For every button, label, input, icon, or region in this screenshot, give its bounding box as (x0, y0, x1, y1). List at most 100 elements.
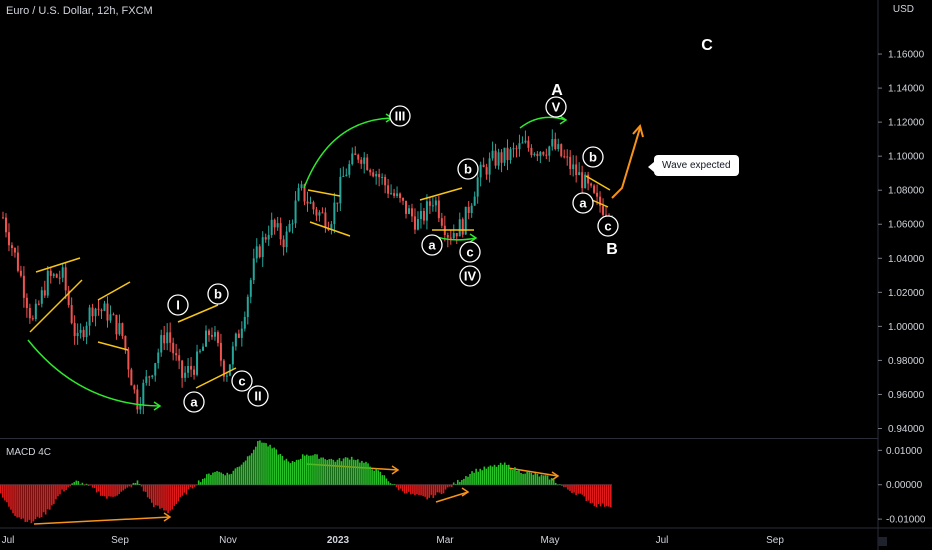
macd-bar (503, 462, 506, 485)
macd-bar (430, 484, 433, 495)
macd-bar (87, 484, 90, 486)
price-tick-label: 0.98000 (888, 356, 925, 367)
candle-body (470, 205, 473, 214)
macd-bar (199, 482, 202, 485)
settings-square-icon[interactable] (878, 537, 887, 546)
macd-bar (59, 484, 61, 495)
macd-bar (336, 459, 339, 485)
wave-label-text: I (176, 298, 180, 313)
macd-bar (108, 484, 110, 497)
macd-bar (167, 484, 169, 514)
macd-bar (301, 454, 304, 485)
candle-body (184, 372, 187, 378)
candle-body (300, 184, 303, 189)
candle-body (473, 196, 476, 206)
macd-bar (505, 464, 508, 485)
candle-body (210, 335, 213, 337)
macd-bar (316, 454, 318, 485)
wave-label-circle (167, 294, 189, 316)
candle-body (267, 235, 270, 240)
macd-bar (544, 475, 547, 485)
expected-wave-arrow (611, 127, 641, 199)
macd-bar (130, 484, 133, 488)
price-candles (2, 129, 613, 415)
macd-bar (320, 457, 322, 485)
candle-body (396, 193, 399, 196)
macd-bar (326, 460, 329, 485)
macd-bar (536, 474, 539, 485)
candle-body (330, 224, 333, 231)
candle-body (455, 233, 458, 237)
macd-bar (601, 484, 604, 504)
macd-bar (144, 484, 147, 492)
candle-body (419, 210, 422, 220)
macd-bar (461, 480, 463, 485)
candle-body (97, 308, 100, 310)
candle-body (169, 332, 172, 343)
macd-bar (520, 472, 522, 485)
macd-bar (32, 484, 35, 522)
symbol-title[interactable]: Euro / U.S. Dollar, 12h, FXCM (6, 5, 153, 17)
macd-bar (338, 458, 341, 485)
macd-bar (322, 457, 324, 485)
candle-body (145, 376, 148, 383)
macd-bar (26, 484, 29, 522)
macd-bar (24, 484, 27, 522)
macd-bar (365, 461, 367, 485)
macd-bar (179, 484, 182, 498)
candle-body (605, 214, 608, 216)
macd-bar (538, 476, 541, 485)
macd-bar (204, 478, 206, 485)
macd-bar (306, 454, 308, 485)
macd-indicator-label[interactable]: MACD 4C (6, 447, 52, 458)
candle-body (136, 389, 139, 410)
macd-bar (379, 471, 382, 485)
candle-body (31, 318, 34, 320)
wave-label-text: c (604, 219, 611, 234)
macd-bar (53, 484, 55, 504)
time-tick-label: 2023 (327, 535, 350, 546)
macd-bar (597, 484, 600, 505)
candle-body (303, 184, 306, 202)
macd-bar (467, 476, 469, 485)
macd-bar (112, 484, 114, 497)
macd-bar (153, 484, 155, 508)
macd-bar (181, 484, 184, 496)
macd-bar (65, 484, 67, 490)
candle-body (584, 174, 587, 189)
candle-body (163, 335, 166, 344)
candle-body (578, 172, 581, 176)
macd-bar (95, 484, 98, 493)
candle-body (521, 142, 524, 144)
macd-bar (314, 454, 316, 485)
macd-bar (289, 463, 292, 485)
candle-body (309, 202, 312, 204)
candle-body (464, 206, 467, 235)
macd-bar (201, 478, 204, 485)
macd-bar (395, 484, 398, 488)
candle-body (336, 202, 339, 204)
candle-body (43, 290, 46, 296)
macd-bar (487, 466, 490, 485)
candle-body (366, 157, 369, 170)
macd-bar (2, 484, 4, 498)
macd-bar (91, 484, 94, 488)
candle-body (363, 157, 366, 164)
macd-bar (334, 461, 337, 485)
price-tick-label: 1.02000 (888, 288, 925, 299)
macd-bar (350, 456, 353, 485)
candle-body (61, 267, 64, 278)
candle-body (88, 307, 91, 326)
candle-body (428, 201, 431, 206)
divergence-arrow-head (391, 465, 400, 475)
macd-bar (257, 441, 259, 485)
price-axis[interactable]: 1.16000 1.14000 1.12000 1.10000 1.08000 1.060… (2, 50, 926, 546)
macd-bar (434, 484, 437, 496)
wave-label-text: a (190, 395, 198, 410)
macd-bar (587, 484, 590, 501)
macd-bar (155, 484, 157, 506)
macd-bar (391, 484, 394, 485)
macd-bar (477, 471, 479, 485)
candle-body (449, 237, 452, 239)
